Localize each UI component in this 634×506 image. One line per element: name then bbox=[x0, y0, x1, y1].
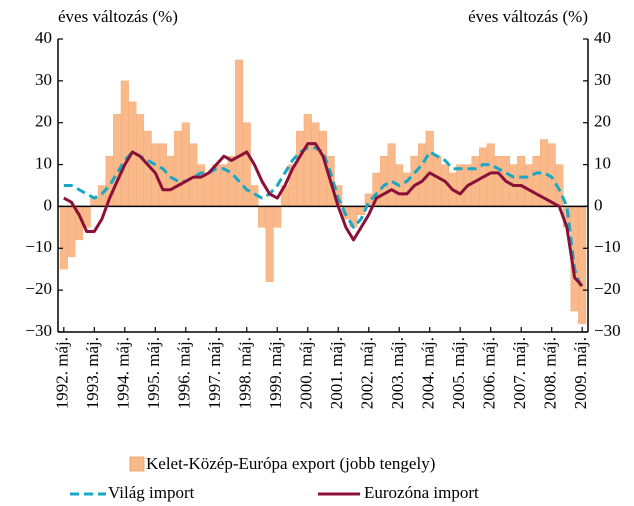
bar bbox=[517, 155, 526, 207]
y2-tick-label: 20 bbox=[594, 112, 611, 131]
y-tick-label: 0 bbox=[44, 195, 53, 214]
bar bbox=[181, 122, 190, 207]
bar bbox=[174, 130, 183, 207]
x-tick-label: 1998. máj. bbox=[236, 337, 255, 409]
bar bbox=[303, 114, 312, 207]
x-tick-label: 1995. máj. bbox=[144, 337, 163, 409]
bar bbox=[235, 59, 244, 207]
y-tick-label: −20 bbox=[25, 279, 52, 298]
x-tick-label: 2001. máj. bbox=[327, 337, 346, 409]
right-axis-label: éves változás (%) bbox=[468, 7, 588, 26]
bar bbox=[418, 143, 427, 207]
bar bbox=[97, 185, 106, 207]
x-tick-label: 1999. máj. bbox=[266, 337, 285, 409]
x-tick-label: 1997. máj. bbox=[205, 337, 224, 409]
x-tick-label: 2003. máj. bbox=[388, 337, 407, 409]
x-tick-label: 2005. máj. bbox=[449, 337, 468, 409]
y-tick-label: 20 bbox=[35, 112, 52, 131]
bar bbox=[120, 80, 129, 207]
x-tick-label: 2006. máj. bbox=[480, 337, 499, 409]
bar bbox=[204, 172, 213, 207]
bar bbox=[273, 206, 282, 228]
legend-swatch bbox=[129, 456, 145, 472]
bar bbox=[258, 206, 267, 228]
y2-tick-label: 30 bbox=[594, 70, 611, 89]
y2-tick-label: 10 bbox=[594, 153, 611, 172]
y-tick-label: 30 bbox=[35, 70, 52, 89]
x-tick-label: 2007. máj. bbox=[510, 337, 529, 409]
bar bbox=[456, 164, 465, 207]
bar bbox=[59, 206, 68, 270]
x-tick-label: 1992. máj. bbox=[53, 337, 72, 409]
bar bbox=[113, 114, 122, 207]
x-tick-label: 2008. máj. bbox=[541, 337, 560, 409]
bar bbox=[387, 143, 396, 207]
x-tick-label: 2004. máj. bbox=[419, 337, 438, 409]
bar bbox=[379, 155, 388, 207]
bar bbox=[242, 122, 251, 207]
bar bbox=[227, 155, 236, 207]
left-axis-label: éves változás (%) bbox=[58, 7, 178, 26]
bar bbox=[265, 206, 274, 282]
bar bbox=[410, 155, 419, 207]
bar bbox=[494, 155, 503, 207]
y-tick-label: 10 bbox=[35, 153, 52, 172]
x-tick-label: 1994. máj. bbox=[114, 337, 133, 409]
y-tick-label: −10 bbox=[25, 237, 52, 256]
bar bbox=[433, 155, 442, 207]
bar bbox=[67, 206, 76, 257]
y2-tick-label: 40 bbox=[594, 28, 611, 47]
line-series bbox=[63, 142, 584, 288]
x-tick-label: 2000. máj. bbox=[297, 337, 316, 409]
x-tick-label: 1996. máj. bbox=[175, 337, 194, 409]
x-tick-label: 2009. máj. bbox=[571, 337, 590, 409]
y-tick-label: −30 bbox=[25, 321, 52, 340]
y2-tick-label: −30 bbox=[594, 321, 621, 340]
legend-label: Kelet-Közép-Európa export (jobb tengely) bbox=[146, 454, 435, 473]
line-series bbox=[63, 146, 584, 291]
x-tick-label: 2002. máj. bbox=[358, 337, 377, 409]
bar bbox=[425, 130, 434, 207]
legend-label: Világ import bbox=[108, 483, 195, 502]
y-tick-label: 40 bbox=[35, 28, 52, 47]
bar bbox=[197, 164, 206, 207]
x-tick-label: 1993. máj. bbox=[83, 337, 102, 409]
bar bbox=[578, 206, 587, 324]
y2-tick-label: 0 bbox=[594, 195, 603, 214]
bar bbox=[158, 143, 167, 207]
bar bbox=[532, 155, 541, 207]
bar bbox=[524, 164, 533, 207]
bar bbox=[166, 155, 175, 207]
bar bbox=[311, 122, 320, 207]
y2-tick-label: −20 bbox=[594, 279, 621, 298]
y2-tick-label: −10 bbox=[594, 237, 621, 256]
bar bbox=[296, 130, 305, 207]
legend-label: Eurozóna import bbox=[364, 483, 479, 502]
